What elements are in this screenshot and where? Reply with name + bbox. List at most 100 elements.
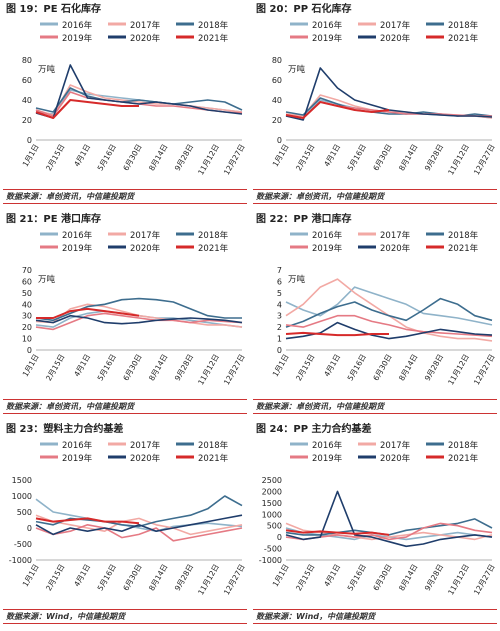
legend-label: 2019年 xyxy=(62,243,93,254)
series-line-2017 xyxy=(35,84,243,116)
y-tick-label: 40 xyxy=(22,96,32,105)
series-line-2018 xyxy=(285,297,493,328)
x-tick-label: 9月28日 xyxy=(173,353,195,383)
series-line-2019 xyxy=(285,314,493,338)
legend-label: 2017年 xyxy=(380,230,411,241)
y-tick-label: -1000 xyxy=(259,556,282,565)
y-tick-label: 4 xyxy=(277,300,282,309)
legend-label: 2021年 xyxy=(448,33,479,44)
series-line-2021 xyxy=(35,99,139,119)
figure-20: 图 20：PP 石化库存 2016年 2017年 2018年 2019年 2020年 20… xyxy=(250,0,500,210)
y-tick-label: 80 xyxy=(272,56,282,65)
legend-label: 2020年 xyxy=(130,453,161,464)
x-tick-label: 9月28日 xyxy=(173,143,195,173)
x-tick-label: 5月16日 xyxy=(96,143,118,173)
x-tick-label: 5月16日 xyxy=(96,353,118,383)
legend-label: 2020年 xyxy=(380,243,411,254)
x-tick-label: 1月1日 xyxy=(271,353,291,379)
x-tick-label: 9月28日 xyxy=(423,143,445,173)
y-tick-label: 20 xyxy=(22,116,32,125)
x-tick-label: 4月1日 xyxy=(72,143,92,169)
data-source: 数据来源：卓创资讯，中信建投期货 xyxy=(6,402,134,411)
divider xyxy=(3,623,247,624)
figure-22: 图 22：PP 港口库存 2016年 2017年 2018年 2019年 2020年 20… xyxy=(250,210,500,420)
x-tick-label: 12月27日 xyxy=(222,353,247,387)
x-tick-label: 12月27日 xyxy=(222,563,247,597)
figure-title: 图 22：PP 港口库存 xyxy=(256,214,352,225)
x-tick-label: 5月16日 xyxy=(346,353,368,383)
legend-label: 2019年 xyxy=(312,33,343,44)
figure-title: 图 24：PP 主力合约基差 xyxy=(256,424,372,435)
divider xyxy=(253,413,497,414)
legend-label: 2017年 xyxy=(130,230,161,241)
y-tick-label: 1000 xyxy=(262,510,282,519)
series-line-2020 xyxy=(35,64,243,119)
legend-label: 2017年 xyxy=(130,440,161,451)
figure-24: 图 24：PP 主力合约基差 2016年 2017年 2018年 2019年 2020年… xyxy=(250,420,500,630)
y-tick-label: 2 xyxy=(277,323,282,332)
legend-label: 2020年 xyxy=(380,453,411,464)
y-tick-label: 0 xyxy=(27,346,32,355)
y-tick-label: 60 xyxy=(22,277,32,286)
x-tick-label: 5月16日 xyxy=(346,143,368,173)
series-line-2020 xyxy=(35,514,243,536)
chart-pp-basis: 2016年 2017年 2018年 2019年 2020年 2021年 -1000 -500 0… xyxy=(259,440,497,597)
series-line-2021 xyxy=(285,101,390,119)
x-tick-label: 8月14日 xyxy=(147,353,169,383)
x-tick-label: 1月1日 xyxy=(271,563,291,589)
x-tick-label: 8月14日 xyxy=(397,563,419,593)
series-line-2016 xyxy=(35,498,243,532)
y-tick-label: 0 xyxy=(277,533,282,542)
divider xyxy=(253,623,497,624)
series-line-2018 xyxy=(35,87,243,113)
legend-label: 2018年 xyxy=(448,230,479,241)
y-tick-label: 0 xyxy=(27,136,32,145)
y-tick-label: 500 xyxy=(17,508,32,517)
x-tick-label: 6月30日 xyxy=(371,143,393,173)
legend-label: 2019年 xyxy=(62,453,93,464)
legend-label: 2017年 xyxy=(380,440,411,451)
series-line-2017 xyxy=(35,514,243,536)
y-tick-label: 1500 xyxy=(12,476,32,485)
x-tick-label: 2月15日 xyxy=(294,143,316,173)
x-tick-label: 1月1日 xyxy=(271,143,291,169)
data-source: 数据来源：Wind，中信建投期货 xyxy=(256,612,375,621)
divider xyxy=(3,203,247,204)
figure-19: 图 19：PE 石化库存 2016年 2017年 2018年 2019年 2020年 20… xyxy=(0,0,250,210)
y-tick-label: 20 xyxy=(272,116,282,125)
legend-label: 2021年 xyxy=(448,453,479,464)
y-tick-label: 0 xyxy=(27,524,32,533)
chart-plastic-basis: 2016年 2017年 2018年 2019年 2020年 2021年 -1000 -500 0… xyxy=(9,440,247,597)
y-tick-label: -500 xyxy=(14,540,32,549)
legend-label: 2021年 xyxy=(198,243,229,254)
data-source: 数据来源：卓创资讯，中信建投期货 xyxy=(256,402,384,411)
y-tick-label: 5 xyxy=(277,289,282,298)
y-tick-label: 80 xyxy=(22,56,32,65)
figure-21: 图 21：PE 港口库存 2016年 2017年 2018年 2019年 2020年 20… xyxy=(0,210,250,420)
divider xyxy=(253,189,497,190)
y-tick-label: 0 xyxy=(277,136,282,145)
x-tick-label: 8月14日 xyxy=(397,353,419,383)
data-source: 数据来源：卓创资讯，中信建投期货 xyxy=(6,192,134,201)
legend-label: 2018年 xyxy=(448,440,479,451)
x-tick-label: 6月30日 xyxy=(371,353,393,383)
x-tick-label: 2月15日 xyxy=(44,143,66,173)
x-tick-label: 11月12日 xyxy=(196,353,221,387)
figure-title: 图 21：PE 港口库存 xyxy=(6,214,102,225)
legend-label: 2017年 xyxy=(130,20,161,31)
y-tick-label: 70 xyxy=(22,266,32,275)
series-line-2021 xyxy=(285,331,389,337)
x-tick-label: 11月12日 xyxy=(196,563,221,597)
x-tick-label: 6月30日 xyxy=(121,143,143,173)
x-tick-label: 2月15日 xyxy=(44,353,66,383)
y-tick-label: 20 xyxy=(22,323,32,332)
series-line-2021 xyxy=(36,307,140,319)
divider xyxy=(3,609,247,610)
legend-label: 2017年 xyxy=(380,20,411,31)
x-tick-label: 5月16日 xyxy=(96,563,118,593)
legend-label: 2016年 xyxy=(62,230,93,241)
y-tick-label: 40 xyxy=(22,300,32,309)
divider xyxy=(3,399,247,400)
x-tick-label: 1月1日 xyxy=(21,143,41,169)
y-tick-label: 40 xyxy=(272,96,282,105)
